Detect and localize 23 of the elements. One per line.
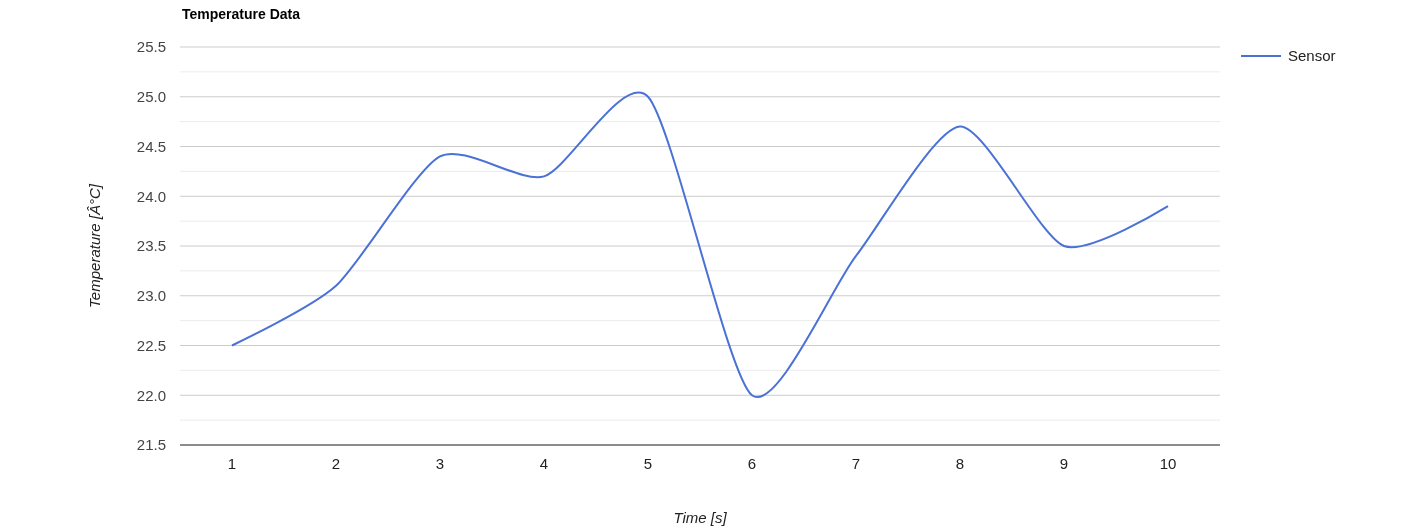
x-tick-label: 4: [539, 455, 549, 472]
x-tick-label: 2: [331, 455, 341, 472]
x-tick-label: 6: [747, 455, 757, 472]
y-tick-label: 23.0: [136, 287, 166, 304]
y-tick-label: 24.5: [136, 137, 166, 155]
x-tick-label: 7: [851, 455, 861, 472]
y-tick-label: 22.5: [136, 336, 166, 354]
y-axis-title: Temperature [Â°C]: [86, 183, 103, 308]
chart-title: Temperature Data: [182, 6, 301, 22]
y-tick-label: 25.0: [136, 88, 166, 105]
y-tick-label: 22.0: [136, 386, 166, 404]
y-tick-label: 24.0: [136, 187, 166, 205]
x-tick-label: 10: [1159, 455, 1177, 472]
x-tick-label: 5: [643, 455, 653, 472]
x-tick-label: 3: [435, 455, 445, 472]
x-tick-label: 8: [955, 455, 965, 472]
x-tick-label: 1: [227, 455, 237, 472]
legend-label: Sensor: [1288, 47, 1336, 65]
y-tick-label: 23.5: [136, 237, 166, 255]
y-tick-label: 21.5: [136, 436, 166, 454]
x-tick-label: 9: [1059, 455, 1069, 472]
y-tick-label: 25.5: [136, 38, 166, 56]
x-axis-title: Time [s]: [673, 509, 728, 526]
